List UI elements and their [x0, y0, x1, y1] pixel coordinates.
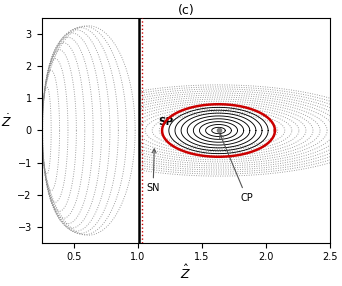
Title: (c): (c): [177, 4, 194, 17]
Text: SP: SP: [158, 118, 173, 128]
Y-axis label: $\dot{Z}$: $\dot{Z}$: [1, 114, 12, 130]
Text: SN: SN: [146, 149, 160, 193]
X-axis label: $\hat{Z}$: $\hat{Z}$: [180, 264, 191, 282]
Text: CP: CP: [220, 134, 253, 203]
